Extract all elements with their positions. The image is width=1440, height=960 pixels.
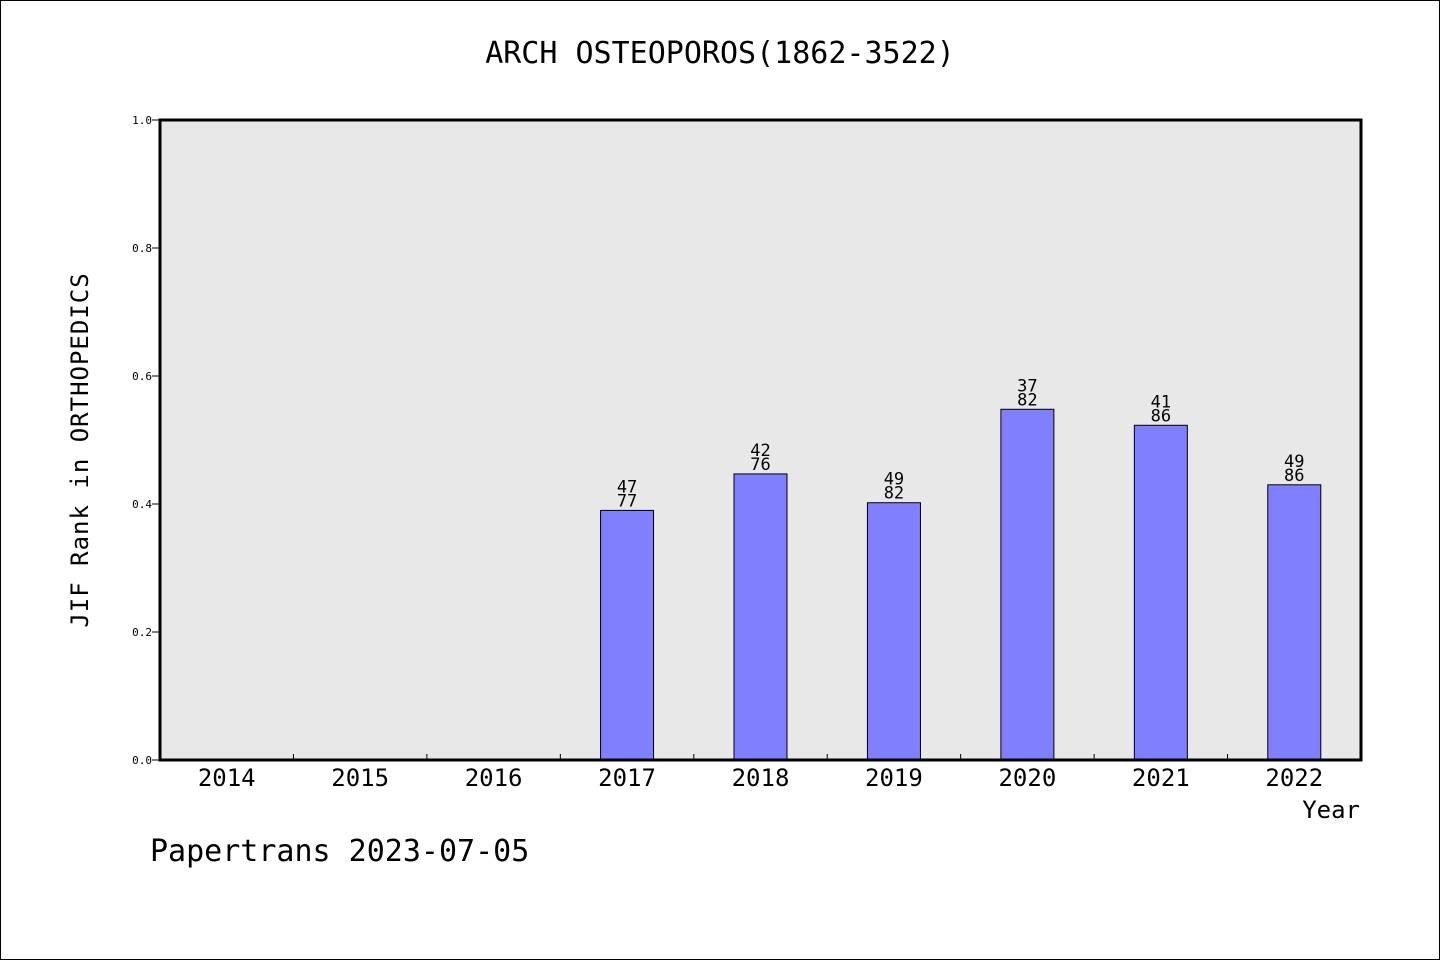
chart-title: ARCH OSTEOPOROS(1862-3522)	[485, 36, 955, 71]
bar-2020	[1000, 408, 1055, 761]
bar-2018	[733, 473, 788, 761]
x-tick-label: 2021	[1132, 764, 1190, 792]
x-axis-ticks: 2014 2015 2016 2017 2018 2019 2020 2021 2022	[198, 754, 1323, 792]
bar-label-total: 86	[1151, 406, 1171, 426]
x-tick-label: 2020	[998, 764, 1056, 792]
bar-label-rank: 47	[617, 477, 637, 497]
y-tick-label: 0.4	[132, 498, 152, 511]
bar-label-rank: 42	[750, 441, 770, 461]
x-tick-label: 2015	[331, 764, 389, 792]
bar-label-total: 86	[1284, 466, 1304, 486]
x-tick-label: 2018	[732, 764, 790, 792]
y-tick-label: 0.2	[132, 626, 152, 639]
y-tick-label: 0.6	[132, 370, 152, 383]
y-tick-label: 0.0	[132, 754, 152, 767]
x-tick-label: 2022	[1265, 764, 1323, 792]
bar-label-total: 77	[617, 491, 637, 511]
x-tick-label: 2014	[198, 764, 256, 792]
plot-border	[158, 118, 1363, 762]
x-tick-label: 2017	[598, 764, 656, 792]
x-tick-label: 2019	[865, 764, 923, 792]
y-axis-ticks: 0.0 0.2 0.4 0.6 0.8 1.0	[132, 114, 160, 767]
y-tick-label: 0.8	[132, 242, 152, 255]
x-axis-label: Year	[1302, 796, 1360, 824]
bar-label-total: 82	[1017, 390, 1037, 410]
bar-2021	[1133, 424, 1188, 761]
y-tick-label: 1.0	[132, 114, 152, 127]
bar-label-rank: 37	[1017, 376, 1037, 396]
bar-2022	[1267, 484, 1322, 761]
bar-label-total: 82	[884, 484, 904, 504]
bar-label-rank: 49	[1284, 452, 1304, 472]
footer-credit: Papertrans 2023-07-05	[150, 834, 530, 869]
bar-label-total: 76	[750, 455, 770, 475]
bar-2019	[866, 502, 921, 761]
bar-2017	[600, 509, 655, 761]
bar-label-rank: 41	[1151, 392, 1171, 412]
x-tick-label: 2016	[465, 764, 523, 792]
bar-label-rank: 49	[884, 470, 904, 490]
